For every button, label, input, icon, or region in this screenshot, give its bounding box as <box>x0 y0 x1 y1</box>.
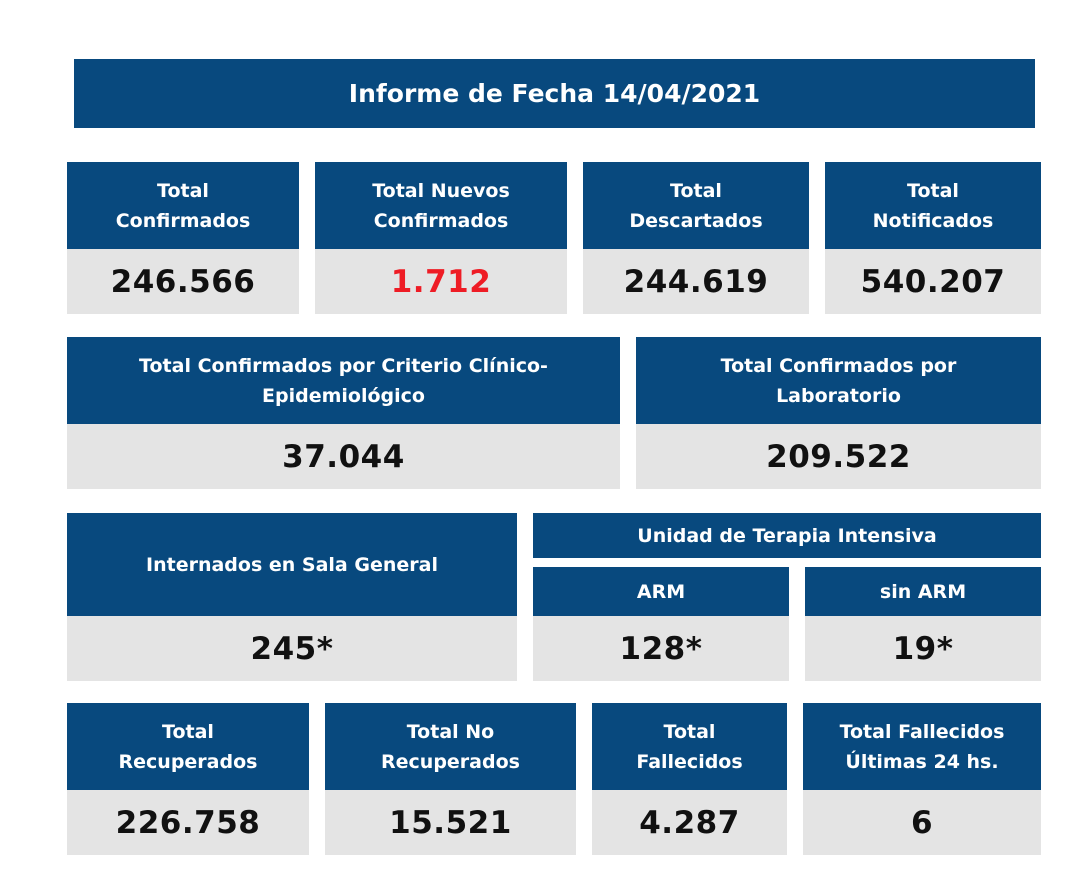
laboratorio-label-1: Total Confirmados por <box>720 354 957 377</box>
criterio-clinico-label-1: Total Confirmados por Criterio Clínico- <box>139 354 548 377</box>
total-recuperados-header: Total Recuperados <box>67 703 309 790</box>
total-no-recuperados-value: 15.521 <box>325 790 576 855</box>
total-notificados-value: 540.207 <box>825 249 1041 314</box>
total-descartados-label-2: Descartados <box>629 209 763 232</box>
total-fallecidos-label-1: Total <box>663 720 716 743</box>
total-confirmados-label-1: Total <box>157 179 209 202</box>
total-no-recuperados-label-2: Recuperados <box>381 750 520 773</box>
arm-label: ARM <box>636 580 686 603</box>
fallecidos-24hs-label-2: Últimas 24 hs. <box>845 750 999 773</box>
total-notificados-label-1: Total <box>907 179 959 202</box>
total-recuperados-value: 226.758 <box>67 790 309 855</box>
sin-arm-value: 19* <box>805 616 1041 681</box>
laboratorio-header: Total Confirmados por Laboratorio <box>636 337 1041 424</box>
arm-value: 128* <box>533 616 789 681</box>
sala-general-label: Internados en Sala General <box>146 553 438 576</box>
sin-arm-label: sin ARM <box>879 580 967 603</box>
criterio-clinico-label-2: Epidemiológico <box>262 384 425 407</box>
laboratorio-label-2: Laboratorio <box>776 384 901 407</box>
report-title: Informe de Fecha 14/04/2021 <box>74 59 1035 128</box>
total-confirmados-value: 246.566 <box>67 249 299 314</box>
uti-label: Unidad de Terapia Intensiva <box>637 524 937 547</box>
total-notificados-label-2: Notificados <box>872 209 994 232</box>
total-recuperados-label-2: Recuperados <box>118 750 258 773</box>
total-nuevos-confirmados-value: 1.712 <box>315 249 567 314</box>
total-no-recuperados-label-1: Total No <box>406 720 495 743</box>
total-descartados-label-1: Total <box>670 179 722 202</box>
total-no-recuperados-header: Total No Recuperados <box>325 703 576 790</box>
total-fallecidos-label-2: Fallecidos <box>636 750 743 773</box>
total-fallecidos-header: Total Fallecidos <box>592 703 787 790</box>
sala-general-value: 245* <box>67 616 517 681</box>
total-descartados-value: 244.619 <box>583 249 809 314</box>
uti-header: Unidad de Terapia Intensiva <box>533 513 1041 558</box>
criterio-clinico-header: Total Confirmados por Criterio Clínico- … <box>67 337 620 424</box>
arm-header: ARM <box>533 567 789 616</box>
fallecidos-24hs-header: Total Fallecidos Últimas 24 hs. <box>803 703 1041 790</box>
fallecidos-24hs-label-1: Total Fallecidos <box>839 720 1005 743</box>
fallecidos-24hs-value: 6 <box>803 790 1041 855</box>
sin-arm-header: sin ARM <box>805 567 1041 616</box>
total-fallecidos-value: 4.287 <box>592 790 787 855</box>
total-nuevos-confirmados-header: Total Nuevos Confirmados <box>315 162 567 249</box>
total-nuevos-confirmados-label-1: Total Nuevos <box>372 179 510 202</box>
total-confirmados-label-2: Confirmados <box>115 209 251 232</box>
criterio-clinico-value: 37.044 <box>67 424 620 489</box>
total-notificados-header: Total Notificados <box>825 162 1041 249</box>
sala-general-header: Internados en Sala General <box>67 513 517 616</box>
laboratorio-value: 209.522 <box>636 424 1041 489</box>
report-title-text: Informe de Fecha 14/04/2021 <box>348 79 761 108</box>
total-nuevos-confirmados-label-2: Confirmados <box>373 209 509 232</box>
total-recuperados-label-1: Total <box>162 720 214 743</box>
total-confirmados-header: Total Confirmados <box>67 162 299 249</box>
total-descartados-header: Total Descartados <box>583 162 809 249</box>
